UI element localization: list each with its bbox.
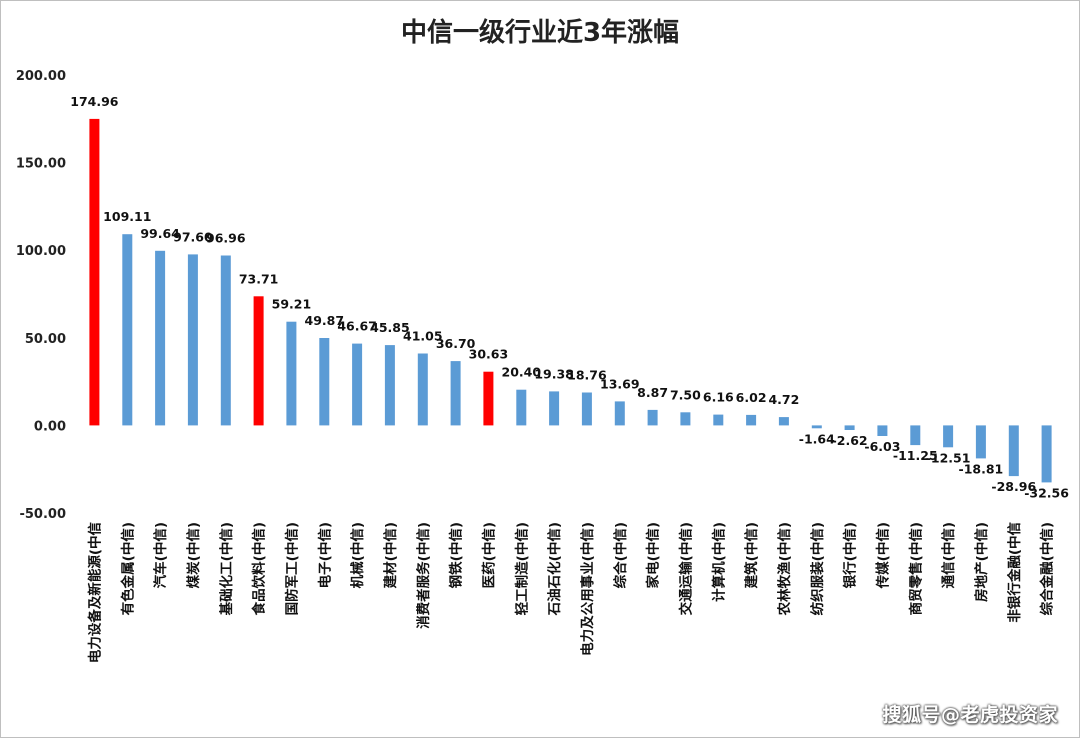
data-label: -11.25 [893,448,938,463]
data-label: 4.72 [768,392,799,407]
data-label: 59.21 [272,297,312,312]
bar [975,425,986,459]
data-label: 109.11 [103,209,151,224]
category-label: 医药(中信) [480,522,497,588]
category-label: 交通运输(中信) [677,522,694,615]
data-label: -6.03 [864,439,900,454]
chart-title: 中信一级行业近3年涨幅 [400,18,680,48]
bar [122,234,133,426]
watermark: 搜狐号@老虎投资家 [882,704,1058,726]
bar [417,353,428,426]
data-label: 96.96 [206,231,246,246]
data-label: -32.56 [1024,485,1069,500]
category-label: 电子(中信) [316,522,333,588]
data-label: 41.05 [403,329,443,344]
y-tick-label: 200.00 [16,69,66,84]
bar [943,425,954,448]
data-label: 49.87 [305,313,345,328]
data-label: 18.76 [567,368,607,383]
bar [811,425,822,429]
bar [384,345,395,426]
category-label: 机械(中信) [349,522,366,588]
bar [680,412,691,426]
category-label: 农林牧渔(中信) [776,522,793,616]
bar [746,414,757,426]
category-label: 银行(中信) [842,522,859,588]
data-label: 8.87 [637,385,668,400]
y-tick-label: 50.00 [25,332,66,347]
data-label: 36.70 [436,336,476,351]
category-label: 计算机(中信) [710,522,727,602]
y-tick-label: 150.00 [16,157,66,172]
category-label: 建筑(中信) [743,522,760,589]
bar [549,391,560,426]
data-label: 174.96 [70,94,119,109]
bar [187,254,198,426]
category-label: 轻工制造(中信) [513,522,530,615]
data-label: 46.67 [337,319,377,334]
data-label: 19.38 [534,366,574,381]
category-label: 石油石化(中信) [546,522,563,616]
category-label: 非银行金融(中信 [1006,522,1023,623]
category-label: 电力及公用事业(中信) [579,522,596,656]
data-label: -2.62 [832,433,868,448]
category-label: 国防军工(中信) [283,522,300,615]
y-tick-label: -50.00 [19,507,66,522]
bar [910,425,921,446]
data-label: 13.69 [600,376,640,391]
category-label: 综合金融(中信) [1039,522,1056,615]
bar [253,296,264,426]
bar [844,425,855,430]
category-label: 电力设备及新能源(中信 [86,522,103,664]
y-tick-label: 100.00 [16,244,66,259]
bar [450,361,461,426]
category-label: 传媒(中信) [874,522,891,589]
bar [713,414,724,426]
category-label: 家电(中信) [645,522,662,588]
category-label: 煤炭(中信) [185,522,202,588]
bar [581,392,592,426]
category-label: 基础化工(中信) [218,522,235,615]
bar [1041,425,1052,483]
data-label: -28.96 [991,479,1036,494]
bar [1008,425,1019,477]
data-label: 6.16 [703,390,734,405]
category-label: 消费者服务(中信) [415,522,432,629]
category-label: 房地产(中信) [973,522,990,602]
category-label: 食品饮料(中信) [251,522,268,615]
bar [647,409,658,426]
bar [319,338,330,426]
bar [220,255,231,426]
bar [483,371,494,426]
bar [89,118,100,426]
category-label: 钢铁(中信) [448,522,465,588]
data-label: 6.02 [736,390,767,405]
bar [614,401,625,426]
data-label: 97.60 [173,229,213,244]
data-label: 30.63 [469,347,509,362]
data-label: -1.64 [799,431,835,446]
data-label: 45.85 [370,320,410,335]
category-label: 综合(中信) [612,522,629,588]
category-label: 建材(中信) [382,522,399,589]
data-label: -18.81 [959,461,1004,476]
bar [778,417,789,426]
category-label: 纺织服装(中信) [809,522,826,615]
bar [877,425,888,436]
data-label: 7.50 [670,387,701,402]
bar [155,250,166,426]
bar [352,343,363,426]
data-label: 73.71 [239,271,279,286]
bar [516,389,527,426]
bar [286,321,297,426]
category-label: 通信(中信) [940,522,957,588]
category-label: 汽车(中信) [152,522,169,588]
data-label: -12.51 [926,450,971,465]
data-label: 20.40 [502,365,542,380]
y-tick-label: 0.00 [34,419,66,434]
category-label: 商贸零售(中信) [907,522,924,615]
category-label: 有色金属(中信) [119,522,136,615]
data-label: 99.64 [140,226,180,241]
